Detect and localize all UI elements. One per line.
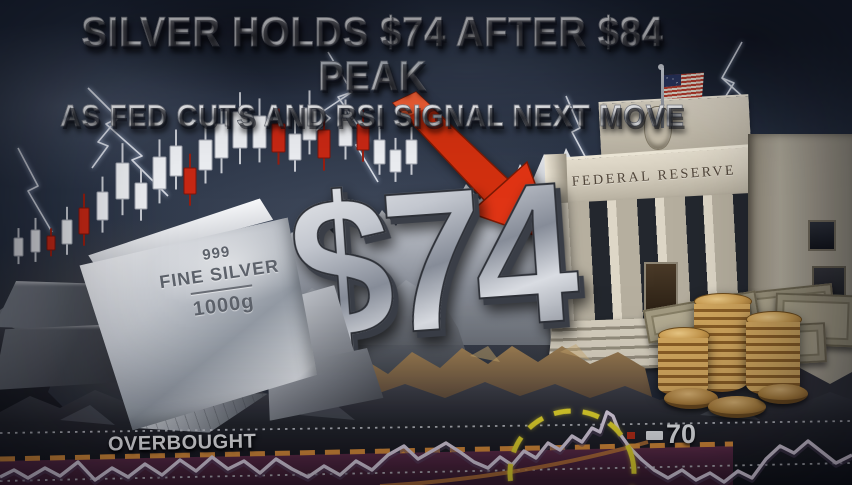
coin — [664, 388, 718, 409]
headline-line1: SILVER HOLDS $74 AFTER $84 PEAK — [37, 9, 708, 98]
building-door — [644, 262, 678, 312]
rsi-level-label: 70 — [666, 419, 697, 449]
coin — [708, 396, 766, 418]
wing-window — [808, 220, 836, 251]
coin-stack — [658, 327, 710, 400]
federal-seal — [644, 106, 672, 150]
overbought-label: OVERBOUGHT — [107, 430, 257, 456]
coin-stack-body — [658, 338, 708, 396]
coin — [758, 384, 808, 404]
flagpole-finial — [658, 64, 664, 70]
flagpole — [661, 68, 664, 128]
headline: SILVER HOLDS $74 AFTER $84 PEAK AS FED C… — [0, 9, 745, 133]
headline-line2: AS FED CUTS AND RSI SIGNAL NEXT MOVE — [37, 99, 708, 133]
